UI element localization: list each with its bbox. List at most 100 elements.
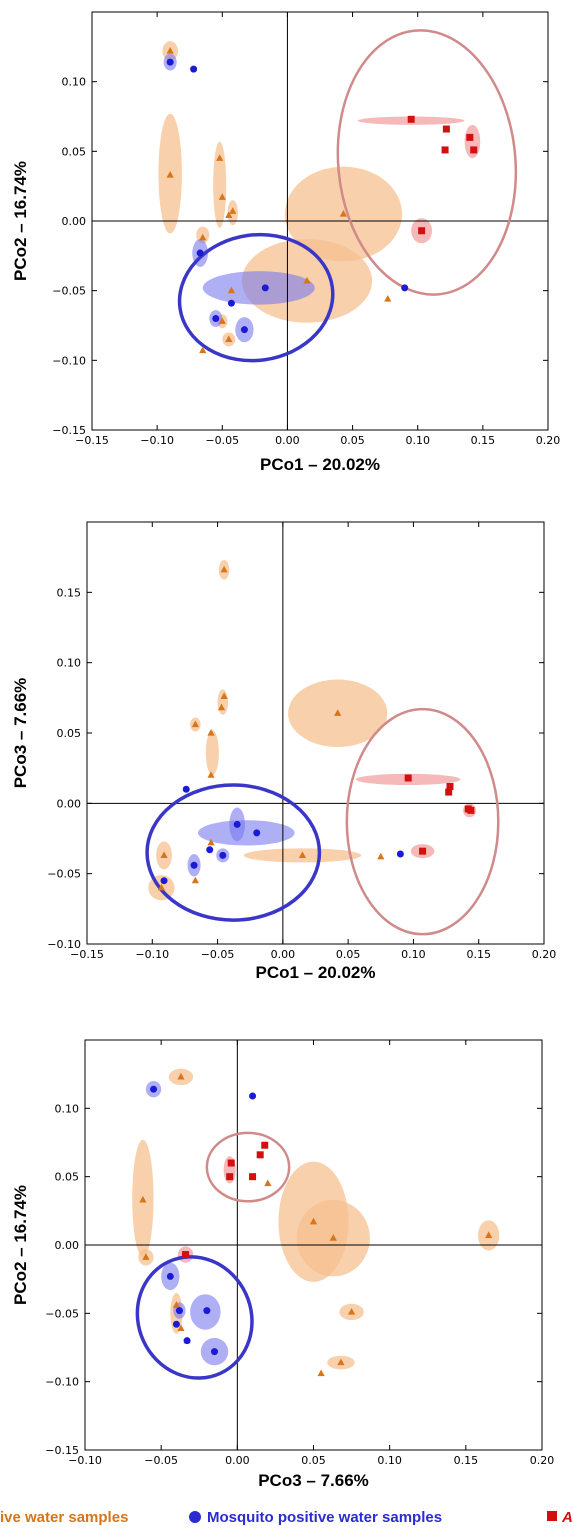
x-tick-label: 0.05 bbox=[301, 1454, 326, 1467]
blue-circle-point bbox=[172, 1320, 180, 1328]
x-tick-label: 0.10 bbox=[377, 1454, 402, 1467]
orange-triangle-point bbox=[264, 1179, 272, 1187]
blue-circle-point bbox=[150, 1085, 158, 1093]
blue-circle-point bbox=[249, 1092, 257, 1100]
blue-circle-point bbox=[227, 299, 235, 307]
orange-triangle-point bbox=[337, 1358, 345, 1366]
blue-circle-point bbox=[175, 1307, 183, 1315]
red-square-point bbox=[442, 125, 450, 133]
red-square-point bbox=[418, 227, 426, 235]
orange-triangle-point bbox=[157, 883, 166, 891]
y-tick-label: 0.10 bbox=[57, 657, 82, 670]
orange-triangle-point bbox=[218, 317, 226, 324]
y-tick-label: 0.00 bbox=[57, 797, 82, 810]
red-square-point bbox=[466, 133, 474, 141]
orange-triangle-point bbox=[207, 838, 215, 846]
y-tick-label: 0.00 bbox=[62, 215, 87, 228]
orange-triangle-point bbox=[216, 154, 224, 161]
red-square-point bbox=[467, 806, 475, 814]
orange-triangle-point bbox=[142, 1253, 150, 1260]
blue-circle-point bbox=[253, 829, 261, 837]
blue-confidence-ellipse bbox=[197, 820, 295, 846]
x-tick-label: 0.05 bbox=[340, 434, 365, 447]
red-square-point bbox=[407, 115, 415, 123]
orange-triangle-point bbox=[334, 709, 342, 716]
blue-confidence-ellipse bbox=[202, 271, 315, 305]
x-tick-label: 0.05 bbox=[336, 948, 361, 961]
legend-marker-red-square bbox=[547, 1511, 557, 1521]
x-axis-label: PCo1 – 20.02% bbox=[255, 963, 375, 982]
blue-circle-point bbox=[206, 846, 214, 854]
blue-circle-point bbox=[240, 326, 248, 334]
orange-triangle-point bbox=[191, 876, 199, 884]
red-square-point bbox=[249, 1173, 257, 1181]
blue-group-ring bbox=[135, 1255, 254, 1380]
blue-circle-point bbox=[203, 1307, 211, 1315]
y-tick-label: 0.05 bbox=[55, 1171, 80, 1184]
red-square-point bbox=[226, 1173, 234, 1181]
orange-triangle-point bbox=[220, 565, 228, 573]
blue-circle-point bbox=[212, 315, 220, 323]
chart-panel-1: −0.15 −0.10 −0.05 0.00 0.05 0.10 0.15 0.20 −0.15… bbox=[11, 11, 561, 474]
red-square-point bbox=[445, 788, 453, 796]
orange-triangle-point bbox=[191, 720, 199, 728]
y-tick-label: −0.05 bbox=[45, 1307, 79, 1320]
legend-label-0: ive water samples bbox=[0, 1509, 128, 1526]
orange-triangle-point bbox=[317, 1369, 325, 1377]
x-tick-label: −0.05 bbox=[205, 434, 239, 447]
y-tick-label: −0.05 bbox=[47, 868, 81, 881]
y-tick-label: 0.15 bbox=[57, 586, 82, 599]
y-tick-label: 0.10 bbox=[55, 1102, 80, 1115]
blue-circle-point bbox=[233, 820, 241, 828]
x-tick-label: 0.20 bbox=[536, 434, 561, 447]
orange-triangle-point bbox=[220, 692, 228, 700]
orange-triangle-point bbox=[166, 47, 174, 54]
x-tick-label: 0.15 bbox=[454, 1454, 479, 1467]
orange-triangle-point bbox=[229, 207, 237, 214]
x-tick-label: 0.10 bbox=[401, 948, 426, 961]
orange-triangle-point bbox=[298, 851, 307, 858]
legend-label-1: Mosquito positive water samples bbox=[207, 1509, 442, 1526]
pink-group-ring bbox=[205, 1131, 291, 1203]
orange-triangle-point bbox=[218, 193, 226, 200]
orange-confidence-ellipse bbox=[217, 689, 229, 715]
orange-triangle-point bbox=[177, 1072, 185, 1080]
orange-triangle-point bbox=[177, 1324, 185, 1331]
blue-circle-point bbox=[219, 851, 227, 859]
y-tick-label: 0.05 bbox=[62, 145, 87, 158]
x-tick-label: 0.15 bbox=[471, 434, 496, 447]
red-square-point bbox=[441, 146, 449, 154]
blue-group-ring bbox=[177, 232, 335, 363]
blue-circle-point bbox=[396, 850, 404, 858]
x-tick-label: −0.10 bbox=[135, 948, 169, 961]
orange-confidence-ellipse bbox=[205, 730, 219, 776]
orange-triangle-point bbox=[485, 1231, 493, 1239]
pink-group-ring bbox=[345, 707, 500, 936]
x-tick-label: 0.00 bbox=[225, 1454, 250, 1467]
blue-circle-point bbox=[183, 1337, 191, 1345]
blue-circle-point bbox=[190, 65, 198, 73]
pink-group-ring bbox=[336, 29, 518, 296]
orange-triangle-point bbox=[217, 703, 226, 711]
chart-panel-3: −0.10 −0.05 0.00 0.05 0.10 0.15 0.20−0.15−0.10… bbox=[11, 1039, 554, 1490]
y-tick-label: 0.10 bbox=[62, 76, 87, 89]
x-tick-label: 0.00 bbox=[271, 948, 296, 961]
blue-circle-point bbox=[196, 249, 204, 257]
legend-label-2: A bbox=[561, 1509, 573, 1526]
y-tick-label: −0.05 bbox=[52, 285, 86, 298]
red-square-point bbox=[227, 1159, 235, 1167]
orange-triangle-point bbox=[347, 1307, 356, 1315]
blue-circle-point bbox=[261, 284, 269, 292]
red-square-point bbox=[446, 782, 454, 790]
orange-triangle-point bbox=[139, 1195, 147, 1203]
orange-triangle-point bbox=[207, 729, 215, 736]
y-tick-label: −0.10 bbox=[52, 354, 86, 367]
blue-circle-point bbox=[166, 58, 174, 66]
orange-triangle-point bbox=[160, 851, 168, 858]
orange-triangle-point bbox=[303, 276, 311, 284]
orange-triangle-point bbox=[199, 346, 207, 354]
x-tick-label: −0.15 bbox=[75, 434, 109, 447]
orange-triangle-point bbox=[166, 171, 174, 178]
x-tick-label: −0.05 bbox=[201, 948, 235, 961]
